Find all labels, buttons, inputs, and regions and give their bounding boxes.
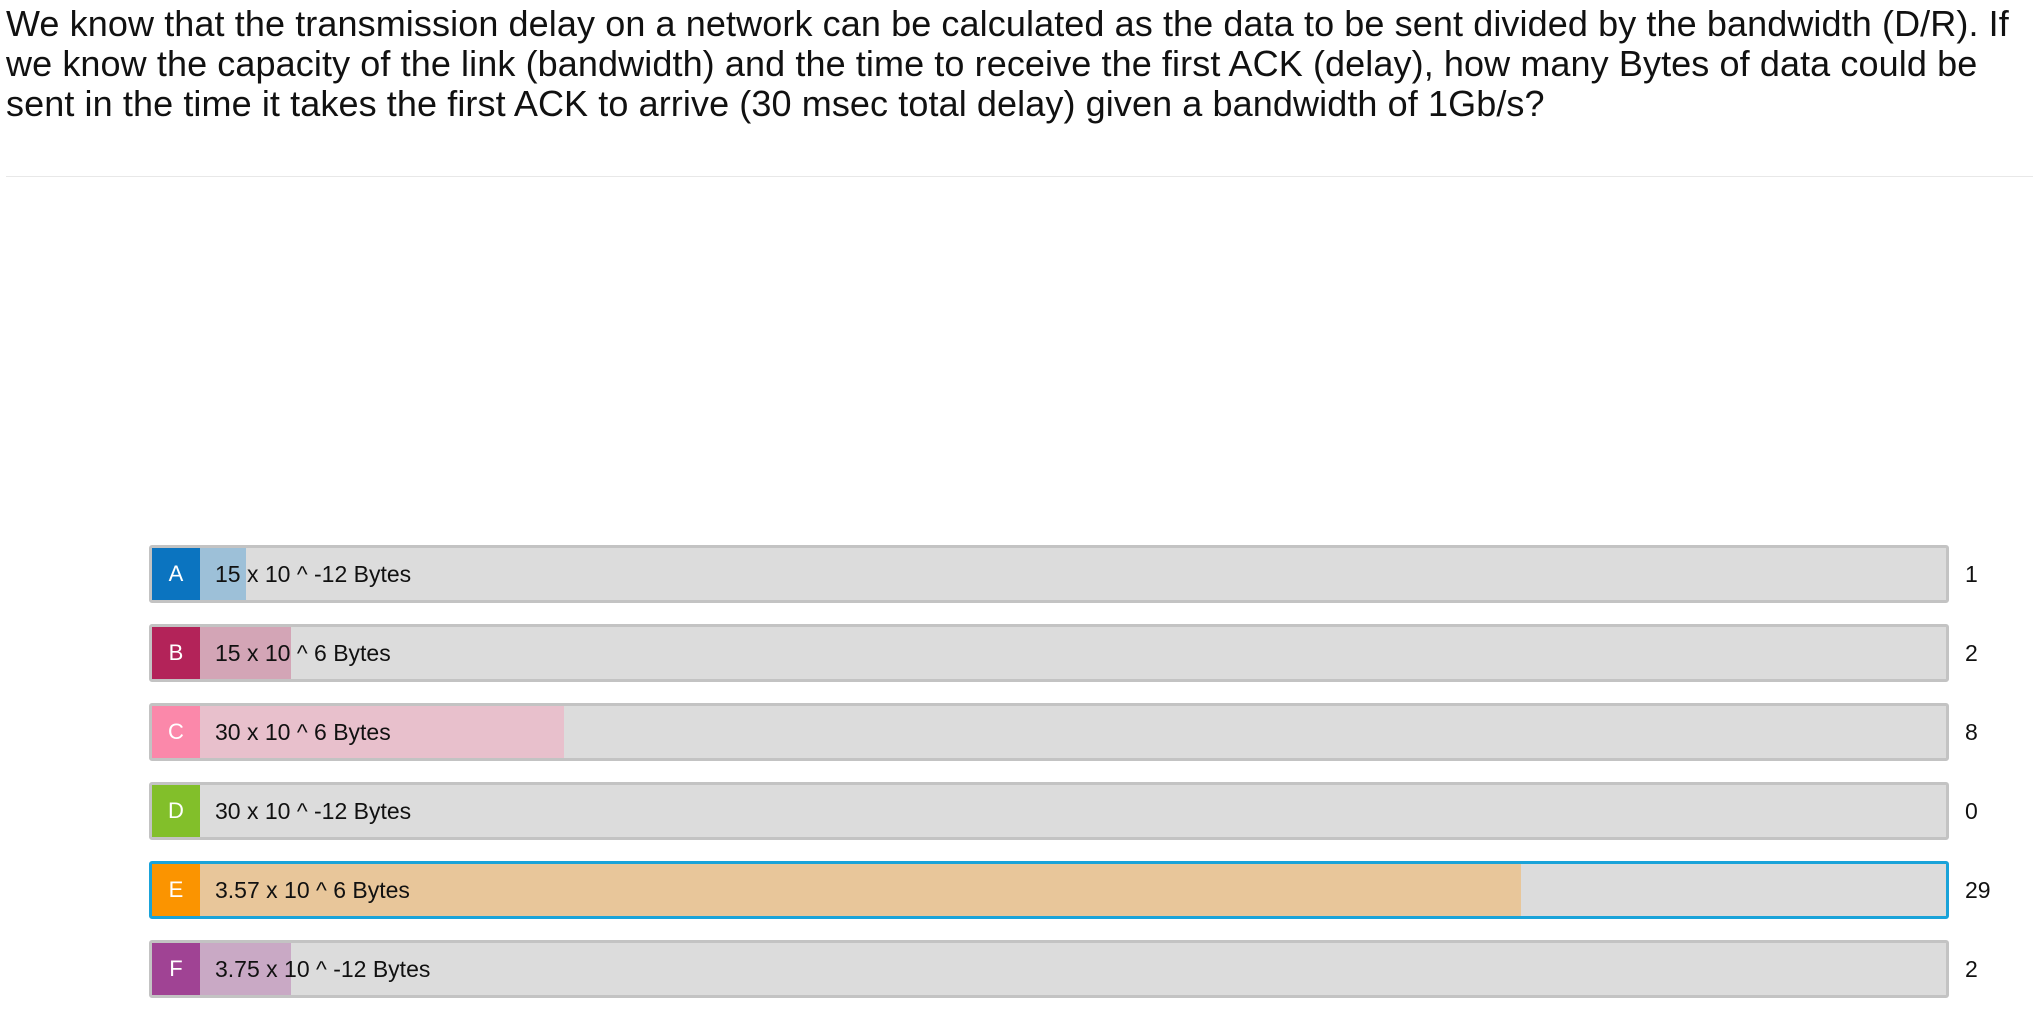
choice-c[interactable]: C 30 x 10 ^ 6 Bytes 8 (149, 703, 2033, 761)
vote-fill (200, 706, 564, 758)
choice-label: 3.57 x 10 ^ 6 Bytes (215, 877, 410, 903)
choice-label: 15 x 10 ^ 6 Bytes (215, 640, 391, 666)
vote-count: 29 (1965, 877, 1991, 903)
answer-choices: A 15 x 10 ^ -12 Bytes 1 B 15 x 10 ^ 6 By… (149, 545, 2033, 1009)
divider (6, 176, 2033, 177)
choice-e[interactable]: E 3.57 x 10 ^ 6 Bytes 29 (149, 861, 2033, 919)
choice-letter: A (152, 548, 200, 600)
vote-count: 2 (1965, 640, 1978, 666)
choice-label: 30 x 10 ^ 6 Bytes (215, 719, 391, 745)
vote-fill (200, 943, 291, 995)
choice-letter: C (152, 706, 200, 758)
choice-letter: D (152, 785, 200, 837)
vote-count: 1 (1965, 561, 1978, 587)
vote-count: 0 (1965, 798, 1978, 824)
choice-d[interactable]: D 30 x 10 ^ -12 Bytes 0 (149, 782, 2033, 840)
choice-f[interactable]: F 3.75 x 10 ^ -12 Bytes 2 (149, 940, 2033, 998)
choice-letter: F (152, 943, 200, 995)
choice-label: 15 x 10 ^ -12 Bytes (215, 561, 412, 587)
choice-bar[interactable]: A 15 x 10 ^ -12 Bytes (149, 545, 1949, 603)
choice-label: 3.75 x 10 ^ -12 Bytes (215, 956, 431, 982)
choice-letter: B (152, 627, 200, 679)
vote-count: 8 (1965, 719, 1978, 745)
vote-fill (200, 548, 246, 600)
choice-letter: E (152, 864, 200, 916)
choice-label: 30 x 10 ^ -12 Bytes (215, 798, 412, 824)
choice-bar[interactable]: E 3.57 x 10 ^ 6 Bytes (149, 861, 1949, 919)
vote-fill (200, 864, 1521, 916)
choice-bar[interactable]: B 15 x 10 ^ 6 Bytes (149, 624, 1949, 682)
choice-bar[interactable]: C 30 x 10 ^ 6 Bytes (149, 703, 1949, 761)
vote-fill (200, 627, 291, 679)
choice-a[interactable]: A 15 x 10 ^ -12 Bytes 1 (149, 545, 2033, 603)
choice-bar[interactable]: F 3.75 x 10 ^ -12 Bytes (149, 940, 1949, 998)
vote-count: 2 (1965, 956, 1978, 982)
question-text: We know that the transmission delay on a… (6, 3, 2009, 124)
choice-b[interactable]: B 15 x 10 ^ 6 Bytes 2 (149, 624, 2033, 682)
choice-bar[interactable]: D 30 x 10 ^ -12 Bytes (149, 782, 1949, 840)
